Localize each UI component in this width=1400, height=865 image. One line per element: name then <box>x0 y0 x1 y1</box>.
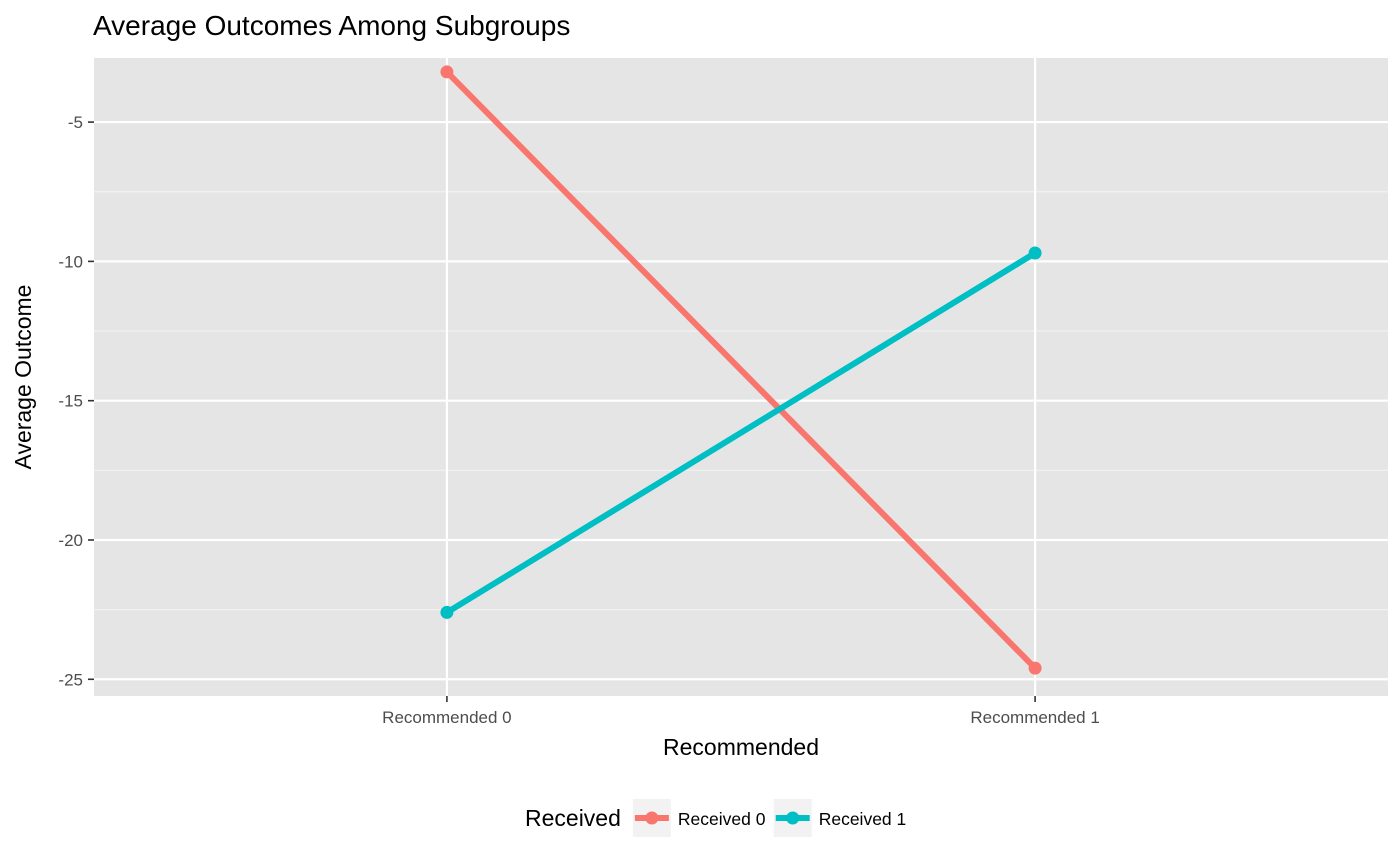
series-layer <box>440 65 1042 675</box>
legend-items: Received 0 Received 1 <box>632 799 907 837</box>
y-tick-label: -20 <box>58 531 83 550</box>
y-tick-label: -10 <box>58 252 83 271</box>
series-line <box>444 69 1038 671</box>
data-point <box>440 65 454 79</box>
x-tick-label: Recommended 0 <box>382 708 511 727</box>
grid-minor <box>94 191 1388 611</box>
x-axis-title: Recommended <box>663 734 819 760</box>
legend-key-point <box>786 811 800 825</box>
data-point <box>1028 246 1042 260</box>
legend-label: Received 1 <box>819 809 907 829</box>
series-line <box>445 250 1037 615</box>
plot-panel <box>94 58 1388 696</box>
legend-label: Received 0 <box>678 809 766 829</box>
chart-title: Average Outcomes Among Subgroups <box>93 10 570 41</box>
y-axis-ticks: -5 -10 -15 -20 -25 <box>58 113 94 689</box>
data-point <box>1028 661 1042 675</box>
y-tick-label: -5 <box>68 113 83 132</box>
y-tick-label: -25 <box>58 670 83 689</box>
y-axis-title: Average Outcome <box>10 285 36 470</box>
x-axis-ticks: Recommended 0 Recommended 1 <box>382 696 1100 727</box>
legend-item: Received 1 <box>773 799 907 837</box>
legend-key-point <box>645 811 659 825</box>
x-tick-label: Recommended 1 <box>970 708 1099 727</box>
legend-item: Received 0 <box>632 799 766 837</box>
legend: Received Received 0 Received 1 <box>525 799 906 837</box>
data-point <box>440 605 454 619</box>
grid-major <box>94 58 1388 696</box>
legend-title: Received <box>525 805 621 831</box>
y-tick-label: -15 <box>58 392 83 411</box>
